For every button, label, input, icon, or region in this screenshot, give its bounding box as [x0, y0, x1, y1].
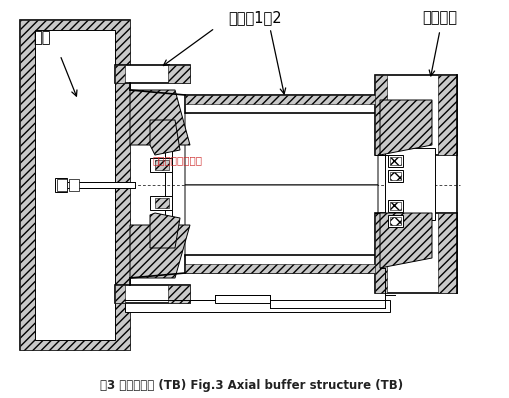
Bar	[388, 200, 403, 212]
Bar	[150, 158, 172, 172]
Polygon shape	[380, 100, 432, 155]
Text: 江苏华云流量计厂: 江苏华云流量计厂	[153, 155, 203, 165]
Bar	[390, 202, 401, 210]
Bar	[69, 179, 79, 191]
Polygon shape	[380, 213, 432, 268]
Bar	[57, 179, 67, 191]
Bar	[375, 75, 387, 155]
Bar	[115, 65, 190, 83]
Text: 主轴承1、2: 主轴承1、2	[228, 10, 282, 25]
Bar	[385, 148, 435, 220]
Bar	[388, 215, 403, 227]
Bar	[115, 285, 125, 303]
Bar	[390, 217, 401, 225]
Bar	[388, 155, 403, 167]
Bar	[390, 172, 401, 180]
Bar	[155, 198, 169, 208]
Bar	[388, 170, 403, 182]
Polygon shape	[185, 185, 378, 268]
Bar	[375, 213, 457, 293]
Bar	[438, 75, 457, 155]
Text: 主轴: 主轴	[33, 31, 51, 45]
Bar	[215, 295, 270, 303]
Polygon shape	[130, 225, 190, 278]
Text: 推力轴承: 推力轴承	[422, 10, 458, 25]
Bar	[115, 65, 125, 83]
Text: 图3 机芯结构图 (TB) Fig.3 Axial buffer structure (TB): 图3 机芯结构图 (TB) Fig.3 Axial buffer structu…	[100, 378, 404, 392]
Bar	[438, 213, 457, 293]
Polygon shape	[150, 120, 180, 155]
Polygon shape	[185, 100, 378, 185]
Bar	[125, 300, 390, 312]
Bar	[20, 20, 130, 350]
Bar	[375, 75, 457, 155]
Bar	[150, 196, 172, 210]
Bar	[375, 213, 387, 293]
Polygon shape	[130, 90, 190, 145]
Bar	[390, 157, 401, 165]
Bar	[185, 95, 380, 113]
Bar	[115, 285, 190, 303]
Bar	[185, 255, 380, 273]
Bar	[155, 160, 169, 170]
Bar	[168, 65, 190, 83]
Bar	[185, 264, 380, 273]
Bar	[185, 95, 380, 104]
Polygon shape	[150, 213, 180, 248]
Bar	[55, 178, 67, 192]
Bar	[35, 30, 115, 340]
Bar	[55, 182, 135, 188]
Bar	[20, 20, 130, 350]
Bar	[168, 285, 190, 303]
